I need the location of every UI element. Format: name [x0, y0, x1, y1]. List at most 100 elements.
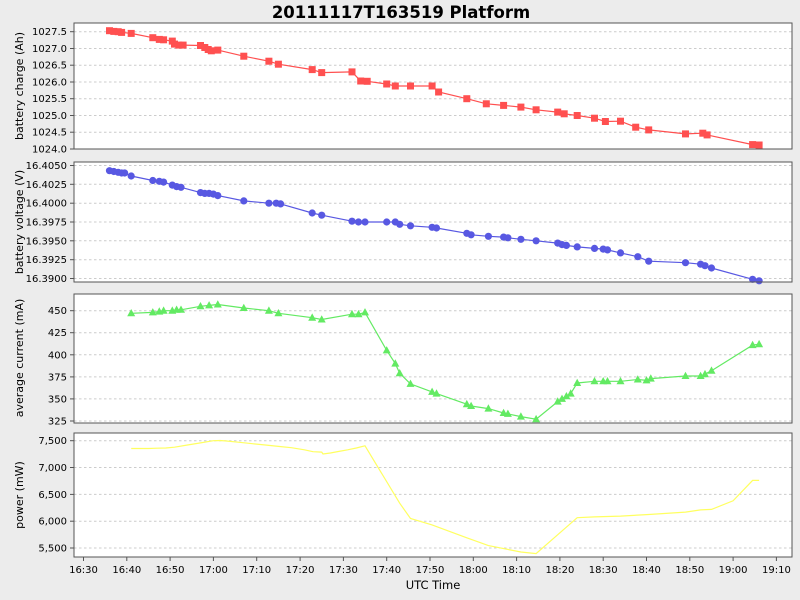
- data-point: [532, 106, 540, 114]
- data-point: [121, 169, 129, 177]
- x-tick-label: 19:00: [719, 565, 748, 576]
- data-point: [160, 36, 168, 44]
- data-point: [149, 34, 157, 42]
- data-point: [110, 27, 118, 35]
- data-point: [308, 209, 316, 217]
- plot-area: [74, 433, 792, 557]
- y-tick-label: 16.4025: [26, 180, 67, 191]
- data-point: [197, 42, 204, 49]
- data-point: [573, 243, 581, 251]
- data-point: [177, 305, 185, 313]
- data-point: [633, 375, 642, 383]
- y-tick-label: 16.4000: [26, 199, 67, 210]
- data-point: [749, 141, 757, 149]
- data-point: [560, 110, 568, 118]
- data-point: [484, 232, 492, 240]
- y-tick-label: 1025.0: [32, 111, 67, 122]
- data-point: [463, 95, 471, 103]
- subplot-power: 7,500 7,000 6,500 6,000 5,500: [38, 432, 793, 558]
- x-tick-label: 16:50: [156, 565, 185, 576]
- data-point: [532, 414, 541, 423]
- plots-layer: 1027.5 1027.0 1026.5 1026.0 1025.5 1025.0 1024…: [26, 22, 793, 576]
- data-point: [573, 112, 581, 119]
- y-tick-label: 1026.0: [32, 78, 67, 89]
- data-point: [214, 46, 222, 54]
- data-point: [214, 192, 222, 200]
- data-point: [428, 82, 436, 90]
- y-tick-label: 16.3950: [26, 236, 67, 247]
- data-point: [318, 69, 326, 77]
- y-tick-label: 16.3975: [26, 218, 67, 229]
- y-tick-label: 400: [48, 350, 67, 361]
- data-point: [516, 412, 525, 420]
- data-point: [127, 29, 135, 37]
- data-point: [553, 397, 562, 405]
- data-point: [196, 302, 205, 310]
- data-point: [179, 41, 187, 49]
- data-point: [382, 346, 391, 354]
- data-point: [701, 369, 709, 378]
- data-point: [645, 126, 653, 134]
- data-point: [484, 404, 493, 412]
- x-tick-label: 18:00: [459, 565, 488, 576]
- y-tick-label: 425: [48, 328, 67, 339]
- x-tick-label: 18:20: [545, 565, 574, 576]
- data-point: [348, 309, 356, 318]
- data-point: [177, 183, 185, 191]
- data-point: [467, 401, 476, 409]
- y-tick-label: 16.3900: [26, 274, 67, 285]
- x-tick-label: 17:50: [416, 565, 445, 576]
- data-point: [240, 52, 248, 60]
- y-tick-label: 1024.5: [32, 128, 67, 139]
- data-point: [149, 176, 157, 185]
- data-point: [558, 394, 566, 402]
- data-point: [240, 197, 248, 205]
- data-point: [274, 309, 283, 317]
- x-tick-label: 18:30: [589, 565, 618, 576]
- data-point: [406, 222, 415, 230]
- data-point: [590, 377, 599, 385]
- data-point: [264, 306, 273, 314]
- data-point: [435, 88, 443, 96]
- x-tick-label: 18:50: [675, 565, 704, 576]
- data-point: [265, 57, 273, 65]
- data-point: [391, 82, 399, 90]
- x-tick-label: 17:00: [199, 565, 228, 576]
- data-point: [701, 262, 709, 270]
- data-point: [462, 399, 471, 408]
- data-point: [749, 275, 757, 283]
- plot-frame: [73, 293, 793, 424]
- y-tick-label: 6,500: [38, 490, 67, 501]
- data-point: [391, 359, 400, 367]
- data-point: [357, 77, 365, 85]
- subplot-average-current: 450 425 400 375 350 325: [48, 293, 793, 428]
- data-point: [317, 315, 326, 323]
- y-axis-label-battery-voltage: battery voltage (V): [13, 170, 26, 274]
- y-tick-label: 1027.0: [32, 44, 67, 55]
- x-tick-label: 17:20: [286, 565, 315, 576]
- data-point: [428, 387, 437, 395]
- data-point: [482, 100, 490, 108]
- data-point: [308, 313, 317, 321]
- data-point: [504, 234, 512, 242]
- data-point: [207, 47, 215, 55]
- plot-frame: [73, 22, 793, 150]
- data-point: [603, 246, 612, 254]
- y-tick-label: 16.4050: [26, 161, 67, 172]
- data-point: [354, 309, 363, 318]
- data-point: [601, 118, 609, 125]
- plot-area: [74, 294, 792, 423]
- data-point: [318, 211, 326, 219]
- y-tick-label: 7,500: [38, 436, 67, 447]
- data-point: [562, 392, 571, 400]
- data-point: [127, 309, 136, 317]
- data-point: [354, 218, 363, 226]
- data-point: [308, 66, 316, 74]
- x-tick-label: 19:10: [762, 565, 791, 576]
- y-tick-label: 5,500: [38, 544, 67, 555]
- x-tick-label: 18:40: [632, 565, 661, 576]
- data-point: [682, 130, 689, 138]
- data-point: [517, 103, 525, 111]
- data-point: [503, 409, 512, 417]
